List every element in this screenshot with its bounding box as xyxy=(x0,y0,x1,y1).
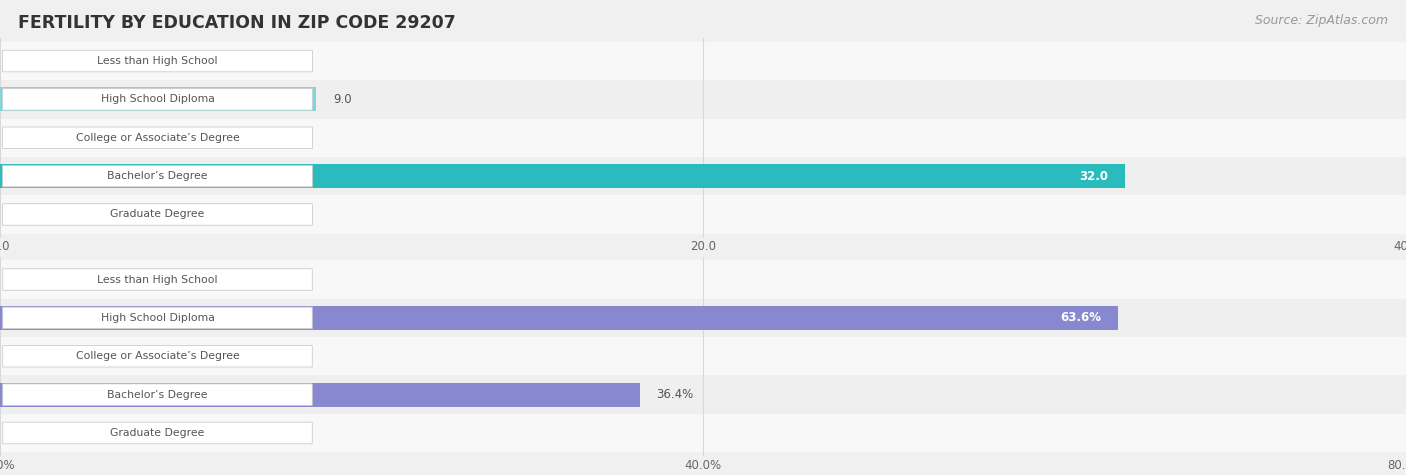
Bar xyxy=(0,306,1118,330)
Bar xyxy=(0,375,1406,414)
Text: FERTILITY BY EDUCATION IN ZIP CODE 29207: FERTILITY BY EDUCATION IN ZIP CODE 29207 xyxy=(18,14,456,32)
FancyBboxPatch shape xyxy=(3,89,312,110)
Bar xyxy=(0,157,1406,195)
Text: High School Diploma: High School Diploma xyxy=(101,313,214,323)
Text: High School Diploma: High School Diploma xyxy=(101,95,214,104)
Text: Source: ZipAtlas.com: Source: ZipAtlas.com xyxy=(1254,14,1388,27)
Text: 0.0: 0.0 xyxy=(17,131,35,144)
Text: College or Associate’s Degree: College or Associate’s Degree xyxy=(76,133,239,143)
FancyBboxPatch shape xyxy=(3,307,312,329)
Bar xyxy=(0,260,1406,299)
Text: 63.6%: 63.6% xyxy=(1060,312,1101,324)
Text: 32.0: 32.0 xyxy=(1078,170,1108,182)
FancyBboxPatch shape xyxy=(3,165,312,187)
Bar xyxy=(0,414,1406,452)
Bar xyxy=(0,337,1406,375)
Text: Bachelor’s Degree: Bachelor’s Degree xyxy=(107,171,208,181)
Text: 0.0%: 0.0% xyxy=(17,427,46,439)
Bar xyxy=(0,383,640,407)
Text: 0.0%: 0.0% xyxy=(17,350,46,363)
Bar xyxy=(0,119,1406,157)
Text: Graduate Degree: Graduate Degree xyxy=(110,428,205,438)
Text: Less than High School: Less than High School xyxy=(97,56,218,66)
Text: College or Associate’s Degree: College or Associate’s Degree xyxy=(76,351,239,361)
Text: 36.4%: 36.4% xyxy=(657,388,693,401)
Text: Graduate Degree: Graduate Degree xyxy=(110,209,205,219)
FancyBboxPatch shape xyxy=(3,345,312,367)
FancyBboxPatch shape xyxy=(3,204,312,225)
Bar xyxy=(0,42,1406,80)
Text: 0.0: 0.0 xyxy=(17,55,35,67)
Bar xyxy=(0,299,1406,337)
Bar xyxy=(0,80,1406,119)
Text: Bachelor’s Degree: Bachelor’s Degree xyxy=(107,390,208,399)
Text: Less than High School: Less than High School xyxy=(97,275,218,285)
Text: 9.0: 9.0 xyxy=(333,93,352,106)
FancyBboxPatch shape xyxy=(3,422,312,444)
FancyBboxPatch shape xyxy=(3,127,312,149)
Text: 0.0%: 0.0% xyxy=(17,273,46,286)
Text: 0.0: 0.0 xyxy=(17,208,35,221)
FancyBboxPatch shape xyxy=(3,384,312,405)
Bar xyxy=(0,195,1406,234)
FancyBboxPatch shape xyxy=(3,269,312,290)
Bar xyxy=(0,164,1125,188)
Bar xyxy=(0,87,316,111)
FancyBboxPatch shape xyxy=(3,50,312,72)
